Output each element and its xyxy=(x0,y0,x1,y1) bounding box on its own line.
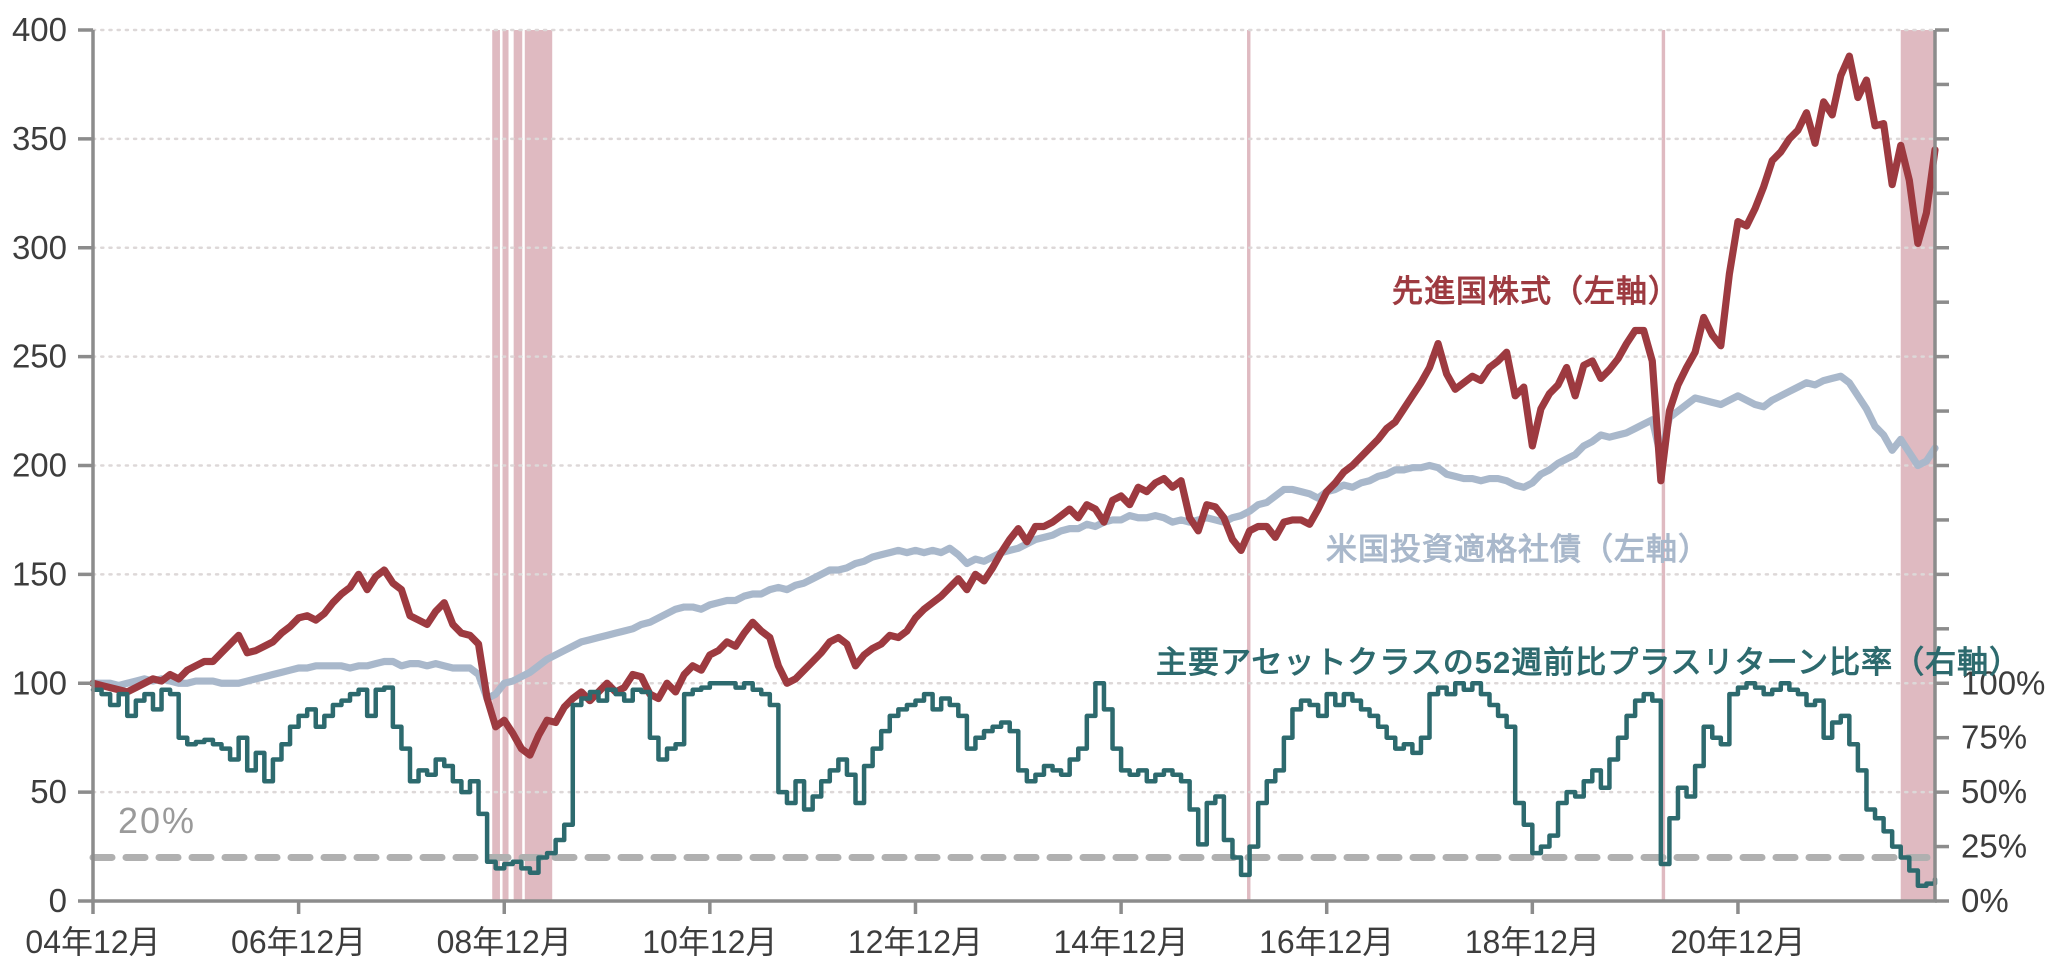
threshold-20pct-label: 20% xyxy=(118,800,197,841)
x-axis-tick-label: 18年12月 xyxy=(1465,924,1600,960)
x-axis-tick-label: 10年12月 xyxy=(642,924,777,960)
series-line-ratio xyxy=(90,681,1938,889)
x-axis-tick-label: 08年12月 xyxy=(437,924,572,960)
right-axis-tick-label: 100% xyxy=(1961,664,2045,701)
series-line-equities xyxy=(89,52,1939,759)
legend-positive-return-ratio-label: 主要アセットクラスの52週前比プラスリターン比率（右軸） xyxy=(1156,645,2022,680)
x-axis-tick-label: 20年12月 xyxy=(1670,924,1805,960)
x-axis-tick-label: 12年12月 xyxy=(848,924,983,960)
left-axis-tick-label: 250 xyxy=(12,338,67,375)
x-axis-tick-label: 14年12月 xyxy=(1053,924,1188,960)
left-axis-tick-label: 50 xyxy=(30,773,67,810)
left-axis-tick-label: 350 xyxy=(12,120,67,157)
x-axis-tick-label: 06年12月 xyxy=(231,924,366,960)
right-axis-tick-label: 75% xyxy=(1961,719,2027,756)
right-axis-tick-label: 50% xyxy=(1961,773,2027,810)
event-shading-band xyxy=(513,30,523,901)
right-axis-tick-label: 0% xyxy=(1961,882,2009,919)
legend-developed-equities-label: 先進国株式（左軸） xyxy=(1392,274,1680,309)
right-axis-tick-label: 25% xyxy=(1961,828,2027,865)
x-axis-tick-label: 04年12月 xyxy=(25,924,160,960)
left-axis-tick-label: 150 xyxy=(12,555,67,592)
left-axis-tick-label: 400 xyxy=(12,11,67,48)
series-line-bonds xyxy=(89,372,1939,703)
left-axis-tick-label: 100 xyxy=(12,664,67,701)
left-axis-tick-label: 200 xyxy=(12,447,67,484)
x-axis-tick-label: 16年12月 xyxy=(1259,924,1394,960)
left-axis-tick-label: 0 xyxy=(49,882,67,919)
left-axis-tick-label: 300 xyxy=(12,229,67,266)
legend-us-ig-corporate-bonds-label: 米国投資適格社債（左軸） xyxy=(1326,532,1710,567)
